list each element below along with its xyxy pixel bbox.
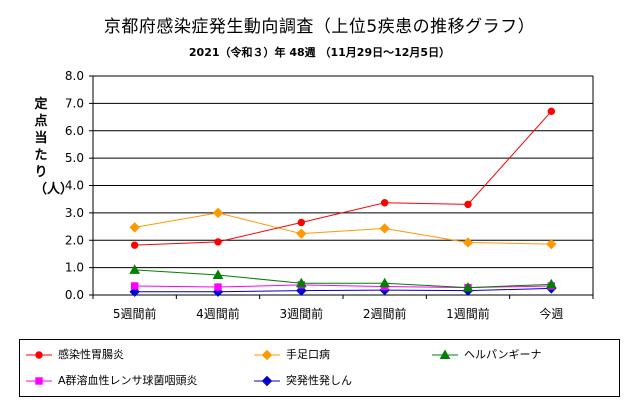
data-point-s2-1 — [212, 269, 224, 280]
series-line-4 — [134, 287, 552, 293]
x-tick-label: 4週間前 — [196, 306, 240, 321]
data-point-s1-3 — [379, 223, 390, 234]
data-point-s1-5 — [546, 238, 557, 250]
data-point-s1-0 — [129, 222, 140, 233]
x-tick-label: 今週 — [539, 306, 563, 321]
legend-marker — [261, 375, 273, 387]
data-point-s3-0 — [130, 282, 139, 290]
legend-label: 手足口病 — [286, 348, 330, 361]
legend-marker — [35, 377, 43, 385]
legend-label: ヘルパンギーナ — [464, 348, 542, 361]
legend-swatch — [26, 351, 52, 359]
data-point-s2-3 — [379, 277, 391, 288]
x-tick-label: 2週間前 — [363, 306, 407, 321]
x-tick-label: 3週間前 — [280, 306, 324, 321]
x-tick-label: 5週間前 — [113, 306, 157, 321]
data-point-s2-5 — [545, 278, 557, 289]
data-point-s1-2 — [296, 228, 307, 239]
y-tick-label: 0.0 — [65, 288, 84, 302]
y-tick-label: 8.0 — [65, 69, 84, 83]
series-line-1 — [134, 212, 552, 245]
data-point-s0-0 — [130, 241, 139, 249]
legend-swatch — [26, 377, 52, 385]
data-point-s1-4 — [462, 237, 474, 248]
y-tick-label: 3.0 — [65, 206, 84, 220]
data-point-s0-5 — [547, 107, 556, 116]
legend-swatch — [432, 349, 458, 359]
data-point-s1-1 — [212, 207, 224, 219]
plot-area: 0.0 1.0 2.0 3.0 4.0 5.0 6.0 7.0 8.0 5週間前 4週間前 3週間前 2… — [65, 69, 594, 321]
legend-swatch — [254, 349, 280, 361]
y-tick-label: 1.0 — [65, 261, 84, 275]
series-line-0 — [134, 110, 552, 246]
y-tick-label: 6.0 — [65, 124, 84, 138]
data-point-s0-2 — [297, 218, 306, 227]
data-point-s2-0 — [129, 264, 141, 274]
legend-label: 感染性胃腸炎 — [58, 348, 124, 361]
data-point-s2-2 — [295, 277, 307, 288]
chart-subtitle: 2021（令和３）年 48週 （11月29日～12月5日） — [188, 46, 451, 59]
data-point-s3-1 — [214, 283, 222, 291]
legend-swatch — [254, 375, 280, 387]
y-tick-label: 2.0 — [65, 233, 84, 247]
x-tick-label: 1週間前 — [446, 306, 490, 321]
data-point-s0-4 — [464, 200, 472, 209]
series-line-2 — [134, 269, 552, 289]
legend: 感染性胃腸炎 手足口病 ヘルパンギーナ A群溶血性レンサ球菌咽頭炎 突発性発しん — [19, 339, 620, 397]
y-tick-label: 4.0 — [65, 179, 84, 193]
legend-marker — [261, 349, 273, 361]
chart-title: 京都府感染症発生動向調査（上位5疾患の推移グラフ） — [103, 17, 536, 37]
legend-marker — [439, 349, 451, 359]
data-point-s2-4 — [462, 282, 474, 292]
legend-label: 突発性発しん — [286, 374, 352, 387]
y-tick-label: 7.0 — [65, 96, 84, 110]
legend-marker — [35, 351, 43, 359]
data-point-s0-3 — [380, 199, 389, 207]
y-tick-label: 5.0 — [65, 151, 84, 165]
legend-label: A群溶血性レンサ球菌咽頭炎 — [58, 374, 198, 387]
data-point-s0-1 — [214, 238, 222, 246]
